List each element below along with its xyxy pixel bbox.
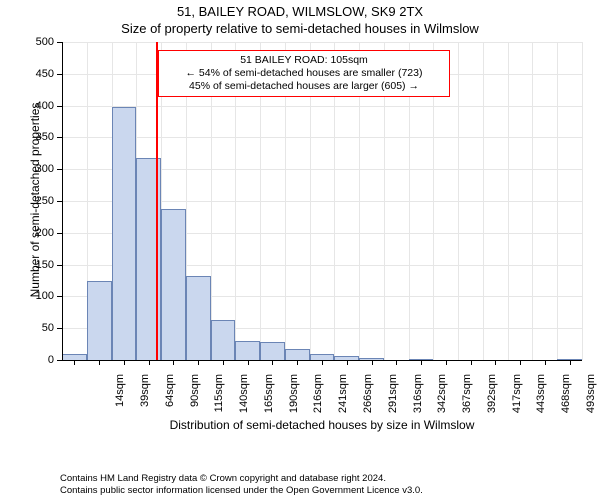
x-tick-label: 392sqm xyxy=(486,374,498,424)
x-tick-label: 342sqm xyxy=(436,374,448,424)
footer-line1: Contains HM Land Registry data © Crown c… xyxy=(60,473,423,484)
y-tick-label: 0 xyxy=(26,354,54,366)
x-tick-label: 216sqm xyxy=(312,374,324,424)
x-tick-label: 367sqm xyxy=(461,374,473,424)
plot-area: 51 BAILEY ROAD: 105sqm← 54% of semi-deta… xyxy=(62,42,582,360)
bar xyxy=(235,341,260,360)
y-tick-label: 400 xyxy=(26,100,54,112)
annotation-line3: 45% of semi-detached houses are larger (… xyxy=(165,80,443,93)
y-tick-label: 300 xyxy=(26,163,54,175)
x-tick-label: 417sqm xyxy=(511,374,523,424)
x-tick-label: 266sqm xyxy=(362,374,374,424)
footer-attribution: Contains HM Land Registry data © Crown c… xyxy=(60,473,423,496)
y-tick-label: 450 xyxy=(26,68,54,80)
x-tick-label: 90sqm xyxy=(189,374,201,424)
annotation-line2: ← 54% of semi-detached houses are smalle… xyxy=(165,67,443,80)
y-tick-label: 500 xyxy=(26,36,54,48)
x-tick-label: 39sqm xyxy=(139,374,151,424)
x-tick-label: 493sqm xyxy=(585,374,597,424)
x-tick-label: 64sqm xyxy=(164,374,176,424)
annotation-line1: 51 BAILEY ROAD: 105sqm xyxy=(165,54,443,67)
grid-line xyxy=(483,42,484,360)
bar xyxy=(285,349,310,360)
chart-title-block: 51, BAILEY ROAD, WILMSLOW, SK9 2TX Size … xyxy=(0,0,600,36)
x-tick-label: 140sqm xyxy=(238,374,250,424)
x-tick-label: 241sqm xyxy=(337,374,349,424)
grid-line xyxy=(557,42,558,360)
annotation-box: 51 BAILEY ROAD: 105sqm← 54% of semi-deta… xyxy=(158,50,450,97)
x-tick-label: 115sqm xyxy=(213,374,225,424)
x-tick-label: 165sqm xyxy=(263,374,275,424)
bar xyxy=(260,342,285,360)
grid-line xyxy=(458,42,459,360)
grid-line xyxy=(508,42,509,360)
bar xyxy=(186,276,211,360)
grid-line xyxy=(62,42,582,43)
title-line1: 51, BAILEY ROAD, WILMSLOW, SK9 2TX xyxy=(0,4,600,19)
bar xyxy=(161,209,186,360)
bar xyxy=(211,320,236,360)
x-tick-label: 14sqm xyxy=(114,374,126,424)
y-tick-label: 250 xyxy=(26,195,54,207)
x-axis-line xyxy=(62,360,582,361)
grid-line xyxy=(62,106,582,107)
bar xyxy=(87,281,112,361)
x-tick-label: 190sqm xyxy=(288,374,300,424)
y-tick-label: 100 xyxy=(26,290,54,302)
footer-line2: Contains public sector information licen… xyxy=(60,485,423,496)
grid-line xyxy=(582,42,583,360)
y-tick-label: 350 xyxy=(26,131,54,143)
y-tick-label: 200 xyxy=(26,227,54,239)
x-tick-label: 316sqm xyxy=(412,374,424,424)
grid-line xyxy=(62,137,582,138)
y-tick-label: 150 xyxy=(26,259,54,271)
chart-wrap: 51 BAILEY ROAD: 105sqm← 54% of semi-deta… xyxy=(0,40,600,460)
bar xyxy=(112,107,137,360)
title-line2: Size of property relative to semi-detach… xyxy=(0,21,600,36)
grid-line xyxy=(532,42,533,360)
x-tick-label: 468sqm xyxy=(560,374,572,424)
x-tick-label: 291sqm xyxy=(387,374,399,424)
x-tick-label: 443sqm xyxy=(535,374,547,424)
y-tick-label: 50 xyxy=(26,322,54,334)
y-axis-line xyxy=(62,42,63,360)
